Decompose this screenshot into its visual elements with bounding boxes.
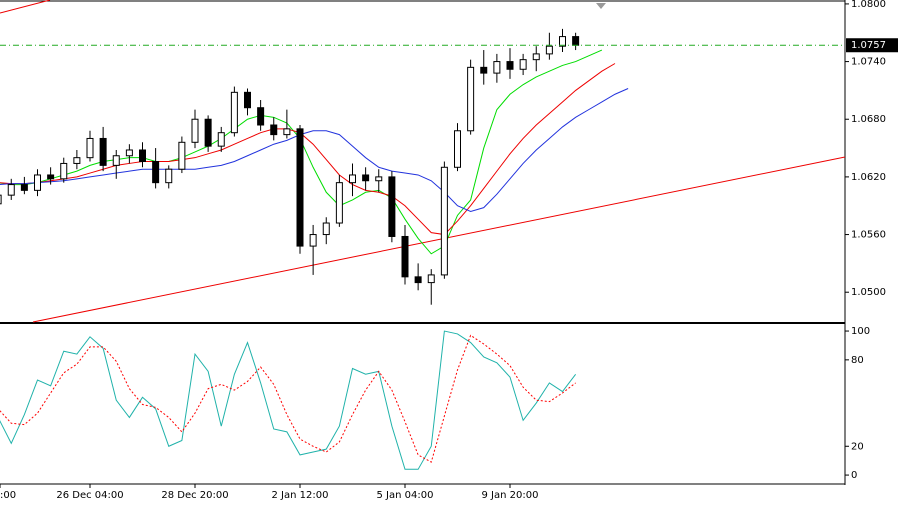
x-tick-label: 26 Dec 04:00 <box>56 490 123 501</box>
x-tick-label: 28 Dec 20:00 <box>161 490 228 501</box>
candle-body <box>257 107 265 126</box>
y-tick-label: 100 <box>851 326 870 337</box>
candle-body <box>191 118 199 143</box>
y-tick-label: 1.0620 <box>851 172 886 183</box>
candle-body <box>204 118 212 147</box>
candle-body <box>112 155 120 166</box>
oscillator-line <box>0 334 576 463</box>
y-tick-label: 1.0560 <box>851 230 886 241</box>
last-price-box <box>846 38 898 53</box>
candle-body <box>414 276 422 284</box>
candle-body <box>362 174 370 182</box>
candle-body <box>454 130 461 168</box>
candle-body <box>545 45 553 55</box>
candle-body <box>99 137 107 166</box>
y-tick-label: 20 <box>851 441 864 452</box>
candle-body <box>309 234 317 247</box>
candle-body <box>217 132 225 147</box>
moving-average <box>0 88 629 213</box>
candle-body <box>559 36 566 47</box>
candle-body <box>152 161 160 184</box>
last-price-label: 1.0757 <box>851 40 886 51</box>
candle-body <box>519 59 527 70</box>
candle-body <box>283 128 291 136</box>
candle-body <box>60 162 68 180</box>
y-tick-label: 1.0500 <box>851 287 886 298</box>
candle-body <box>47 174 55 180</box>
y-tick-label: 1.0740 <box>851 57 886 68</box>
candle-body <box>532 53 540 61</box>
candle-body <box>506 61 514 70</box>
candle-body <box>20 184 28 191</box>
y-tick-label: 1.0680 <box>851 114 886 125</box>
trend-line <box>0 0 51 14</box>
candle-body <box>230 91 238 134</box>
candle-body <box>322 222 330 236</box>
candle-body <box>467 66 475 132</box>
candle-body <box>401 235 409 278</box>
candle-body <box>296 128 304 247</box>
candle-body <box>427 274 435 284</box>
candle-body <box>178 141 186 170</box>
candle-body <box>270 124 278 136</box>
candle-body <box>86 137 94 159</box>
candle-body <box>335 182 343 224</box>
candle-body <box>440 166 448 276</box>
candle-body <box>493 61 501 74</box>
x-tick-label: 9 Jan 20:00 <box>482 490 539 501</box>
candle-body <box>165 168 173 184</box>
candle-body <box>73 157 81 164</box>
x-tick-label: :00 <box>0 490 16 501</box>
candle-body <box>388 176 396 237</box>
oscillator-line <box>0 330 577 470</box>
candle-body <box>349 174 356 184</box>
candle-body <box>0 194 2 205</box>
candle-body <box>125 149 133 157</box>
candle-body <box>139 149 146 163</box>
y-tick-label: 0 <box>851 470 857 481</box>
candle-body <box>7 184 15 196</box>
fractal-arrow <box>596 3 606 9</box>
candle-body <box>375 176 383 182</box>
trend-line <box>32 156 846 323</box>
candle-body <box>480 66 488 74</box>
x-tick-label: 2 Jan 12:00 <box>272 490 329 501</box>
x-tick-label: 5 Jan 04:00 <box>377 490 434 501</box>
candle-body <box>34 174 41 191</box>
y-tick-label: 1.0800 <box>851 0 886 10</box>
candle-body <box>244 91 251 109</box>
candle-body <box>572 36 580 46</box>
y-tick-label: 80 <box>851 355 864 366</box>
